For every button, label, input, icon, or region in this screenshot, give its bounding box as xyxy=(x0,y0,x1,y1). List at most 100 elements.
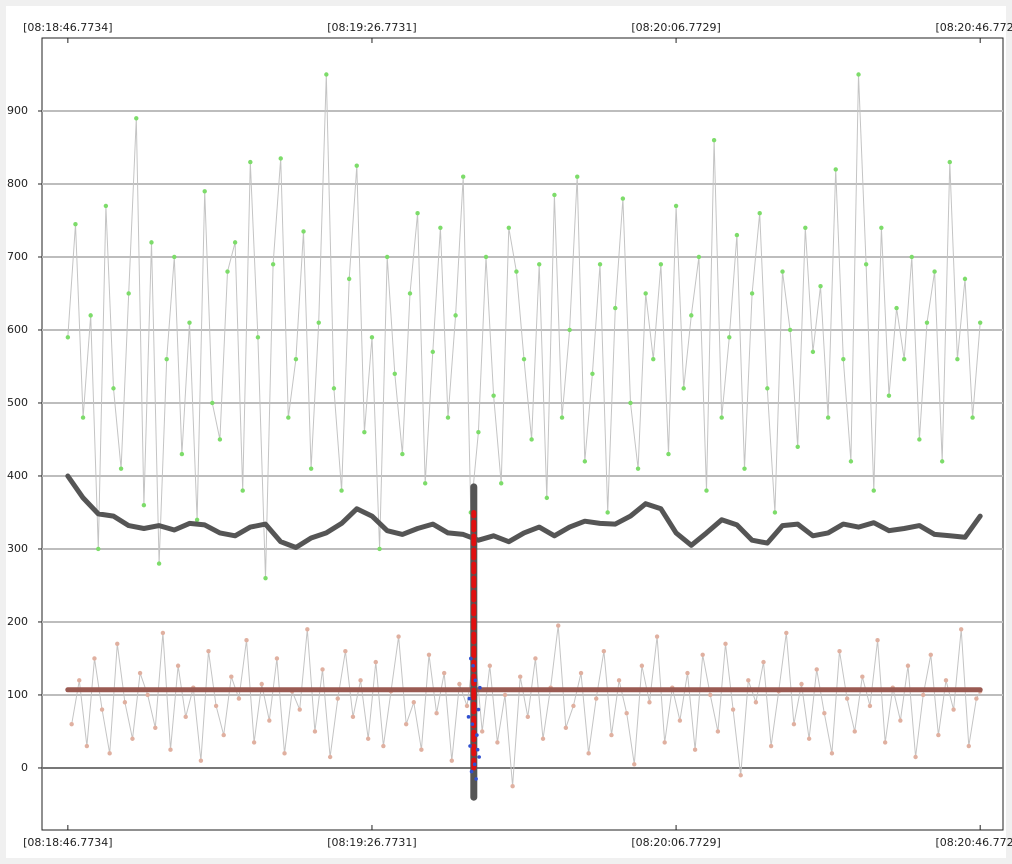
sample-point xyxy=(742,466,747,471)
sample-point xyxy=(358,678,363,683)
sample-point xyxy=(403,721,409,727)
sample-point xyxy=(206,648,211,654)
sample-point xyxy=(339,488,344,493)
sample-point xyxy=(381,743,386,749)
sample-point xyxy=(301,229,306,234)
sample-point xyxy=(422,481,428,486)
sample-point xyxy=(122,700,128,705)
sample-point xyxy=(689,313,694,318)
sample-point xyxy=(582,459,588,464)
sample-point xyxy=(267,718,272,723)
marker-point xyxy=(469,656,473,661)
sample-point xyxy=(662,740,667,745)
sample-point xyxy=(441,670,447,676)
sample-point xyxy=(841,356,846,362)
sample-point xyxy=(939,459,945,464)
sample-point xyxy=(529,437,534,442)
marker-point xyxy=(474,777,478,781)
sample-point xyxy=(115,641,120,647)
sample-point xyxy=(377,546,382,552)
sample-point xyxy=(829,751,835,756)
sample-point xyxy=(863,262,869,267)
y-tick-label: 500 xyxy=(7,396,28,409)
sample-point xyxy=(787,327,793,333)
sample-point xyxy=(525,714,531,720)
marker-point xyxy=(477,755,481,759)
sample-point xyxy=(833,167,838,172)
series-line xyxy=(65,473,983,550)
sample-point xyxy=(384,254,390,260)
sample-point xyxy=(240,488,245,493)
sample-point xyxy=(825,415,831,420)
sample-point xyxy=(126,291,131,296)
sample-point xyxy=(335,696,340,701)
sample-point xyxy=(476,429,481,435)
sample-point xyxy=(232,240,238,245)
sample-point xyxy=(768,743,774,749)
sample-point xyxy=(445,415,451,420)
sample-point xyxy=(692,747,698,752)
sample-point xyxy=(685,670,690,676)
sample-point xyxy=(894,305,899,311)
sample-point xyxy=(715,729,721,734)
sample-point xyxy=(837,648,842,654)
sample-point xyxy=(734,232,740,238)
sample-point xyxy=(704,488,709,493)
sample-point xyxy=(875,638,880,643)
sample-point xyxy=(886,393,892,398)
sample-point xyxy=(711,137,717,143)
sample-point xyxy=(540,736,546,741)
sample-point xyxy=(175,663,181,668)
sample-point xyxy=(229,674,234,679)
sample-point xyxy=(343,648,348,654)
sample-point xyxy=(202,189,207,194)
sample-point xyxy=(506,225,512,230)
marker-point xyxy=(473,678,478,683)
sample-point xyxy=(426,652,432,658)
sample-point xyxy=(65,335,71,340)
sample-point xyxy=(575,174,580,179)
sample-point xyxy=(464,703,470,709)
sample-point xyxy=(632,762,637,767)
sample-point xyxy=(297,707,302,712)
sample-point xyxy=(499,481,504,486)
sample-point xyxy=(651,356,656,362)
sample-point xyxy=(586,751,591,756)
sample-point xyxy=(920,692,926,698)
x-tick-label: [08:20:46.7726] xyxy=(935,836,1012,849)
sample-point xyxy=(480,729,485,734)
sample-point xyxy=(594,696,599,701)
sample-point xyxy=(727,335,732,340)
sample-point xyxy=(943,678,949,683)
sample-point xyxy=(913,754,918,760)
sample-point xyxy=(183,714,188,720)
sample-point xyxy=(312,729,318,734)
sample-point xyxy=(521,356,527,362)
sample-point xyxy=(362,429,367,435)
sample-point xyxy=(962,276,968,282)
sample-point xyxy=(537,262,542,267)
sample-point xyxy=(647,700,652,705)
marker-point xyxy=(470,722,475,726)
sample-point xyxy=(160,630,166,636)
sample-point xyxy=(578,670,584,676)
sample-point xyxy=(613,305,618,311)
sample-point xyxy=(620,196,626,201)
sample-point xyxy=(130,736,135,741)
sample-point xyxy=(772,510,778,515)
sample-point xyxy=(510,784,515,789)
sample-point xyxy=(263,575,268,581)
sample-point xyxy=(974,696,979,701)
sample-point xyxy=(571,703,576,709)
sample-point xyxy=(217,437,223,442)
x-tick-label-top: [08:20:46.7726] xyxy=(935,21,1012,34)
y-tick-label: 700 xyxy=(7,250,28,263)
sample-point xyxy=(681,386,686,391)
sample-point xyxy=(118,466,124,471)
sample-point xyxy=(248,159,253,165)
sample-point xyxy=(822,711,827,716)
sample-point xyxy=(156,561,162,566)
y-tick-label: 800 xyxy=(7,177,28,190)
sample-point xyxy=(514,269,519,274)
axes: 0 100 200 300 400 500 600 700 800 900 [08:18:46.77… xyxy=(7,21,1012,849)
